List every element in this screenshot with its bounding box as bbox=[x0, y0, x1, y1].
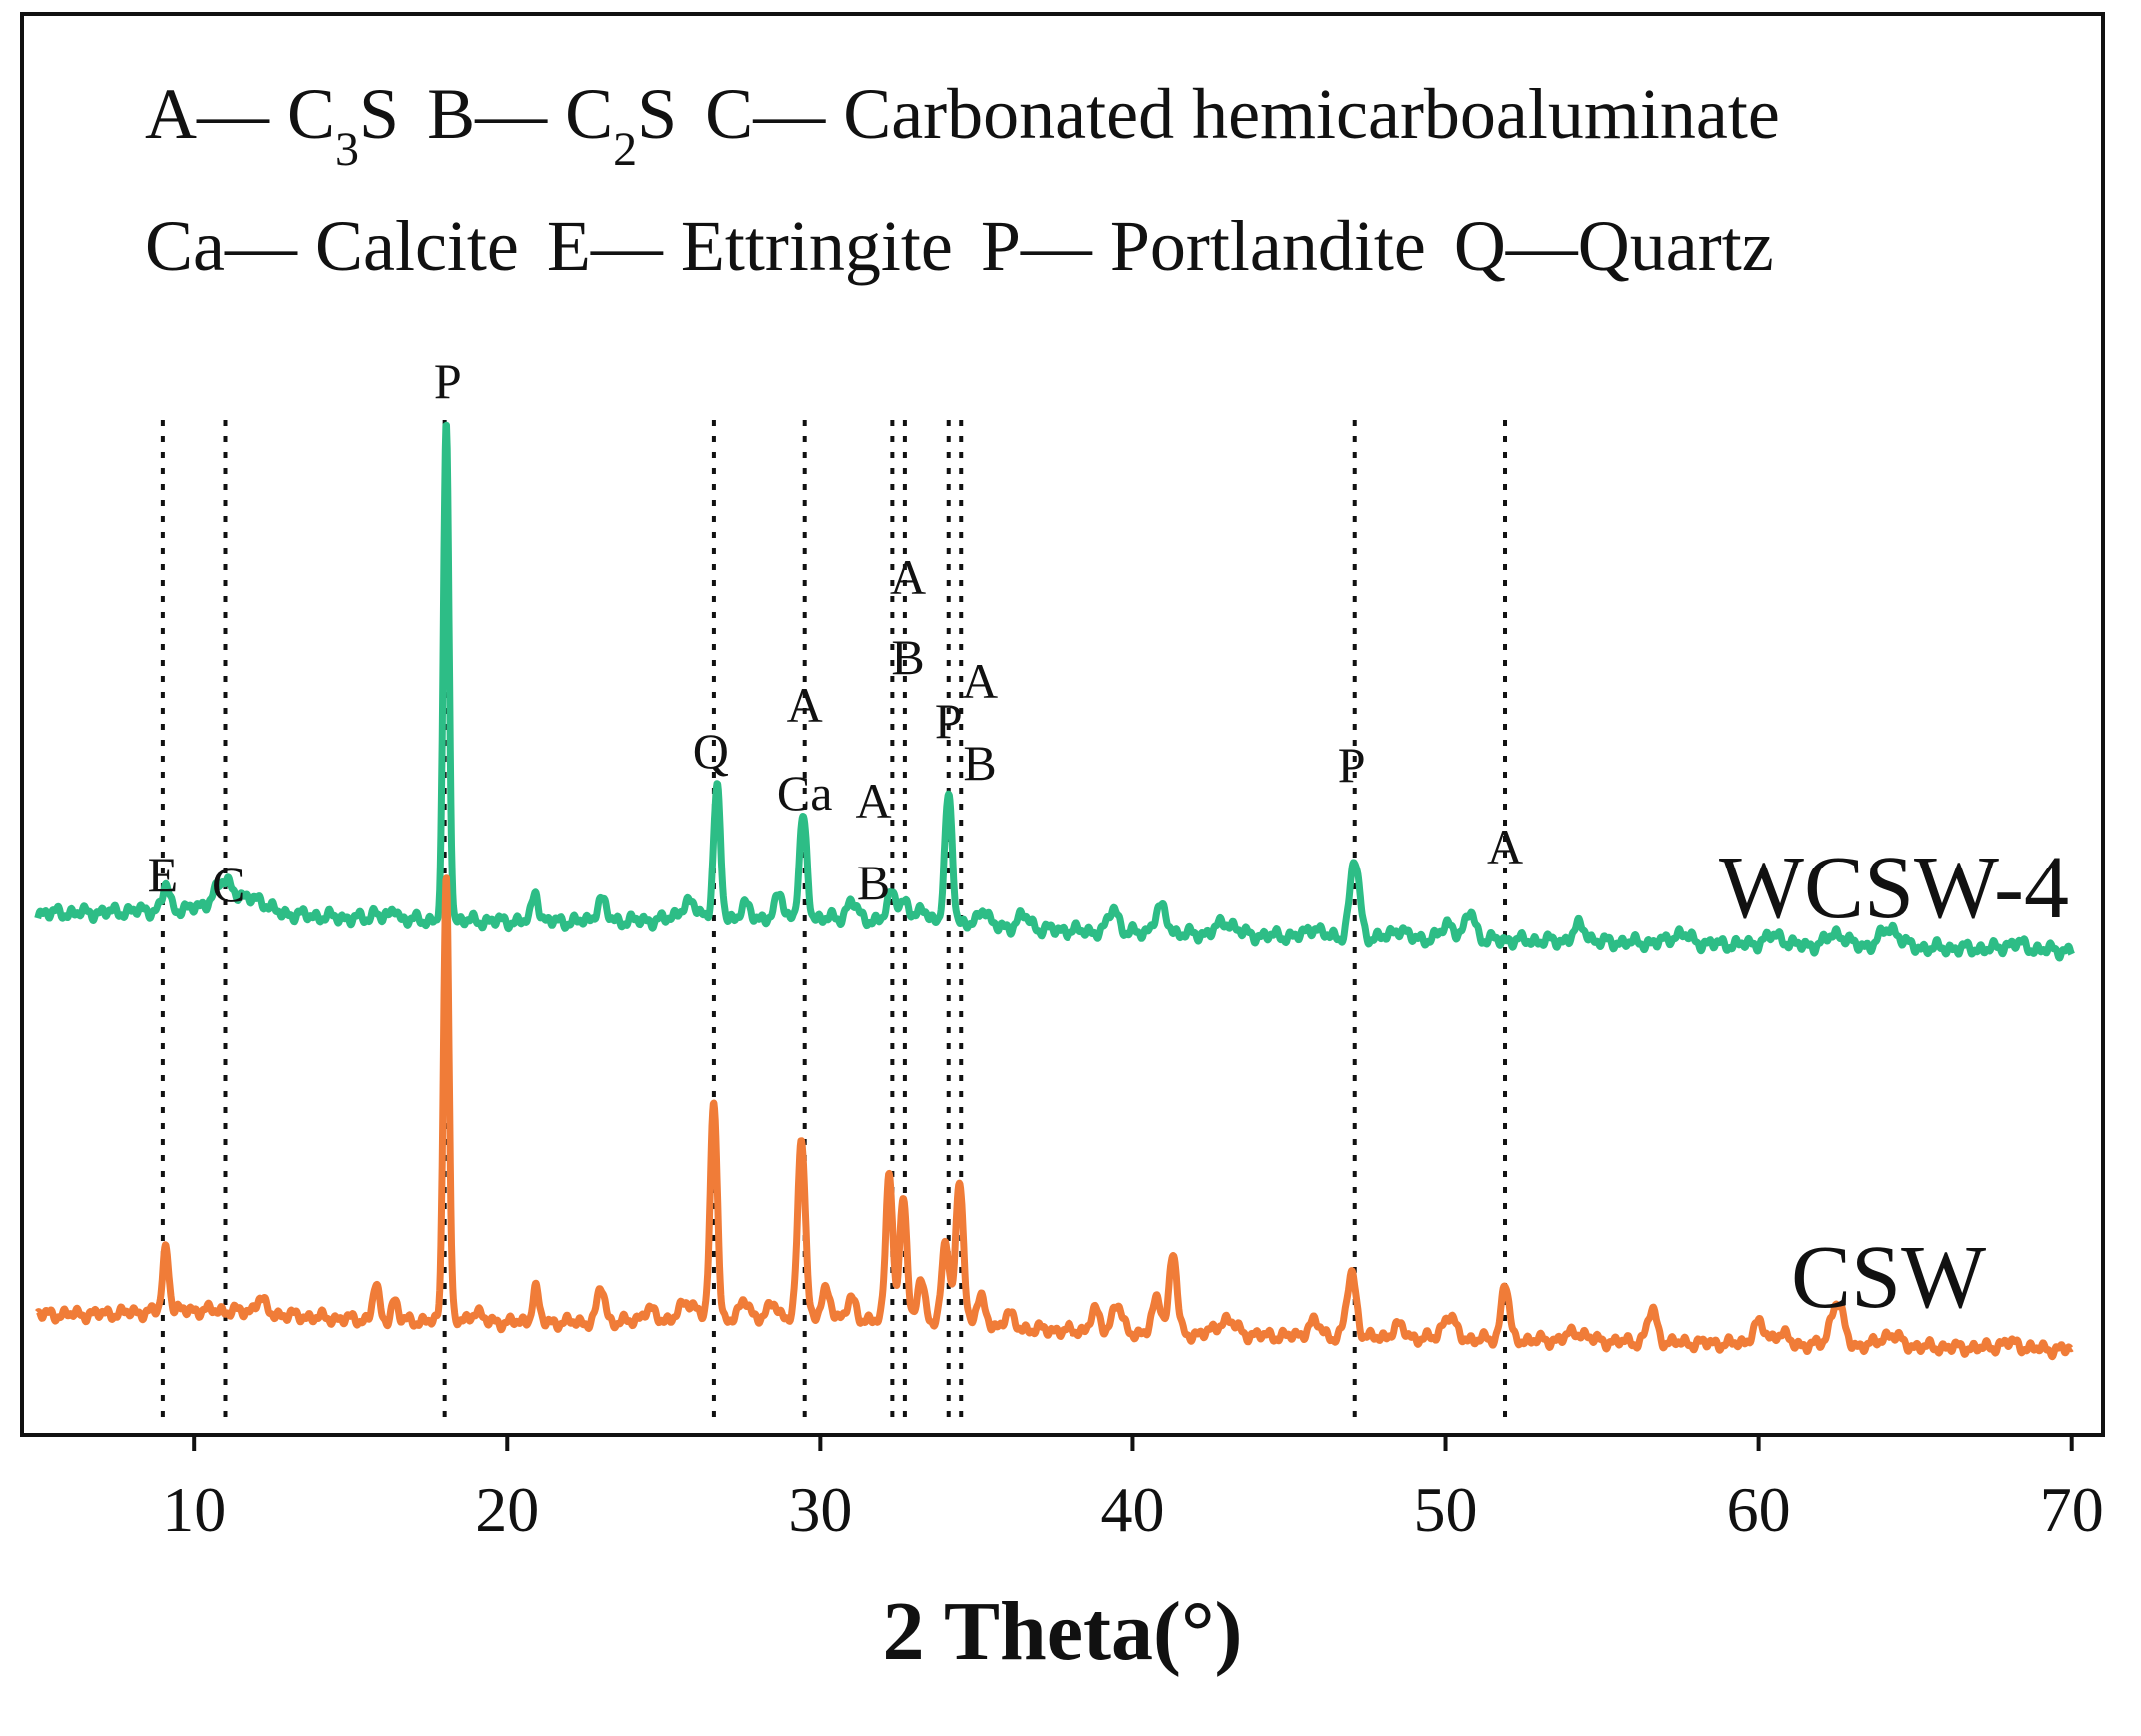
peak-label: B bbox=[963, 735, 996, 791]
legend-line-2: Ca— Calcite E— Ettringite P— Portlandite Q—… bbox=[145, 206, 1774, 286]
series-label-wcsw4: WCSW-4 bbox=[1719, 839, 2069, 937]
peak-label: P bbox=[1338, 737, 1366, 793]
x-tick-label: 50 bbox=[1414, 1474, 1478, 1545]
x-tick-label: 20 bbox=[475, 1474, 539, 1545]
x-axis-title: 2 Theta(°) bbox=[882, 1585, 1242, 1678]
series-lines bbox=[34, 421, 2075, 1361]
peak-label: A bbox=[787, 677, 823, 733]
x-tick-label: 10 bbox=[162, 1474, 226, 1545]
series-line-wcsw-4 bbox=[34, 421, 2075, 962]
plot-frame bbox=[20, 12, 2105, 1437]
x-axis-ticks: 10 20 30 40 50 60 70 bbox=[162, 1435, 2104, 1545]
x-tick-label: 30 bbox=[788, 1474, 852, 1545]
series-line-csw bbox=[34, 874, 2075, 1361]
peak-label: Ca bbox=[777, 765, 833, 821]
x-tick-label: 40 bbox=[1100, 1474, 1164, 1545]
series-label-csw: CSW bbox=[1791, 1228, 1986, 1327]
peak-label: B bbox=[891, 629, 924, 685]
x-tick-label: 60 bbox=[1727, 1474, 1791, 1545]
legend-line-1: A— C3S B— C2S C— Carbonated hemicarboalumi… bbox=[145, 74, 1780, 176]
x-tick-label: 70 bbox=[2040, 1474, 2104, 1545]
peak-label: A bbox=[856, 773, 892, 829]
peak-label: B bbox=[857, 855, 890, 910]
peak-label: A bbox=[890, 549, 926, 605]
peak-label: P bbox=[935, 693, 963, 749]
peak-label: A bbox=[1487, 819, 1523, 874]
peak-label: E bbox=[148, 847, 179, 902]
legend: A— C3S B— C2S C— Carbonated hemicarboalumi… bbox=[145, 74, 1780, 286]
peak-label: P bbox=[434, 353, 462, 409]
peak-label: Q bbox=[693, 723, 729, 779]
peak-label: C bbox=[212, 857, 245, 912]
peak-label: A bbox=[962, 653, 998, 709]
